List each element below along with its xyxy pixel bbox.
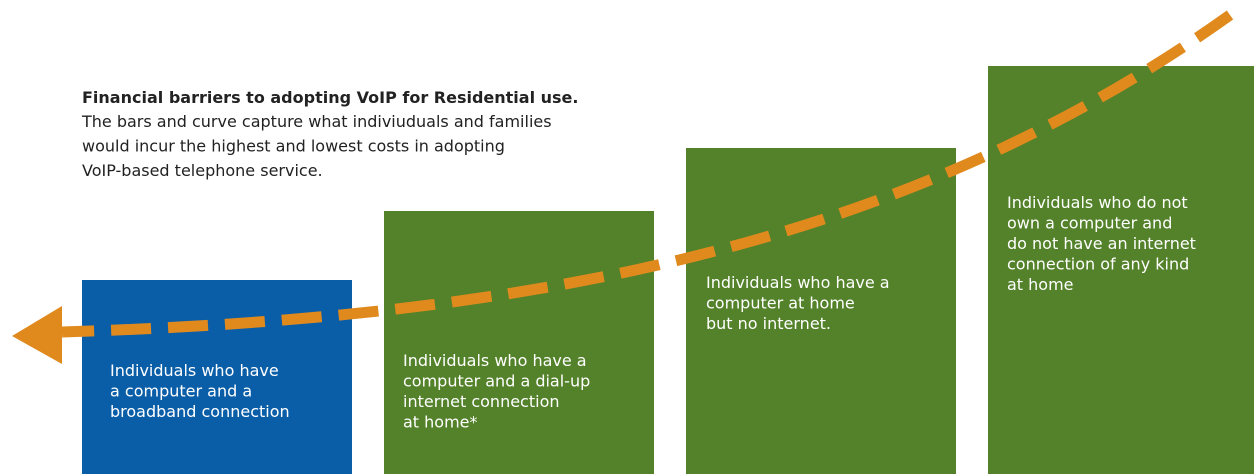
bar-label-line: broadband connection bbox=[110, 402, 290, 421]
bar-label-line: connection of any kind bbox=[1007, 255, 1189, 274]
bar-label-line: a computer and a bbox=[110, 382, 252, 401]
bar-label-line: Individuals who have a bbox=[403, 351, 587, 370]
bar-label-line: at home bbox=[1007, 275, 1074, 294]
description-line: The bars and curve capture what indiviud… bbox=[81, 112, 552, 131]
description-line: would incur the highest and lowest costs… bbox=[82, 137, 505, 156]
bar-label-line: but no internet. bbox=[706, 314, 831, 333]
description-line: VoIP-based telephone service. bbox=[82, 161, 323, 180]
bar-label-line: computer and a dial-up bbox=[403, 372, 590, 391]
bar-no-internet bbox=[686, 148, 956, 474]
bar-label-line: do not have an internet bbox=[1007, 234, 1196, 253]
bar-label-line: Individuals who have a bbox=[706, 273, 890, 292]
title: Financial barriers to adopting VoIP for … bbox=[82, 88, 578, 107]
bar-label-line: Individuals who do not bbox=[1007, 193, 1188, 212]
bar-label-line: computer at home bbox=[706, 294, 855, 313]
bar-label-line: own a computer and bbox=[1007, 214, 1172, 233]
bar-label-line: Individuals who have bbox=[110, 361, 279, 380]
bar-broadband bbox=[82, 280, 352, 474]
bar-dialup bbox=[384, 211, 654, 474]
bar-label-line: internet connection bbox=[403, 392, 560, 411]
cost-curve bbox=[61, 10, 1234, 338]
bar-label-line: at home* bbox=[403, 413, 478, 432]
arrow-head bbox=[12, 306, 62, 364]
